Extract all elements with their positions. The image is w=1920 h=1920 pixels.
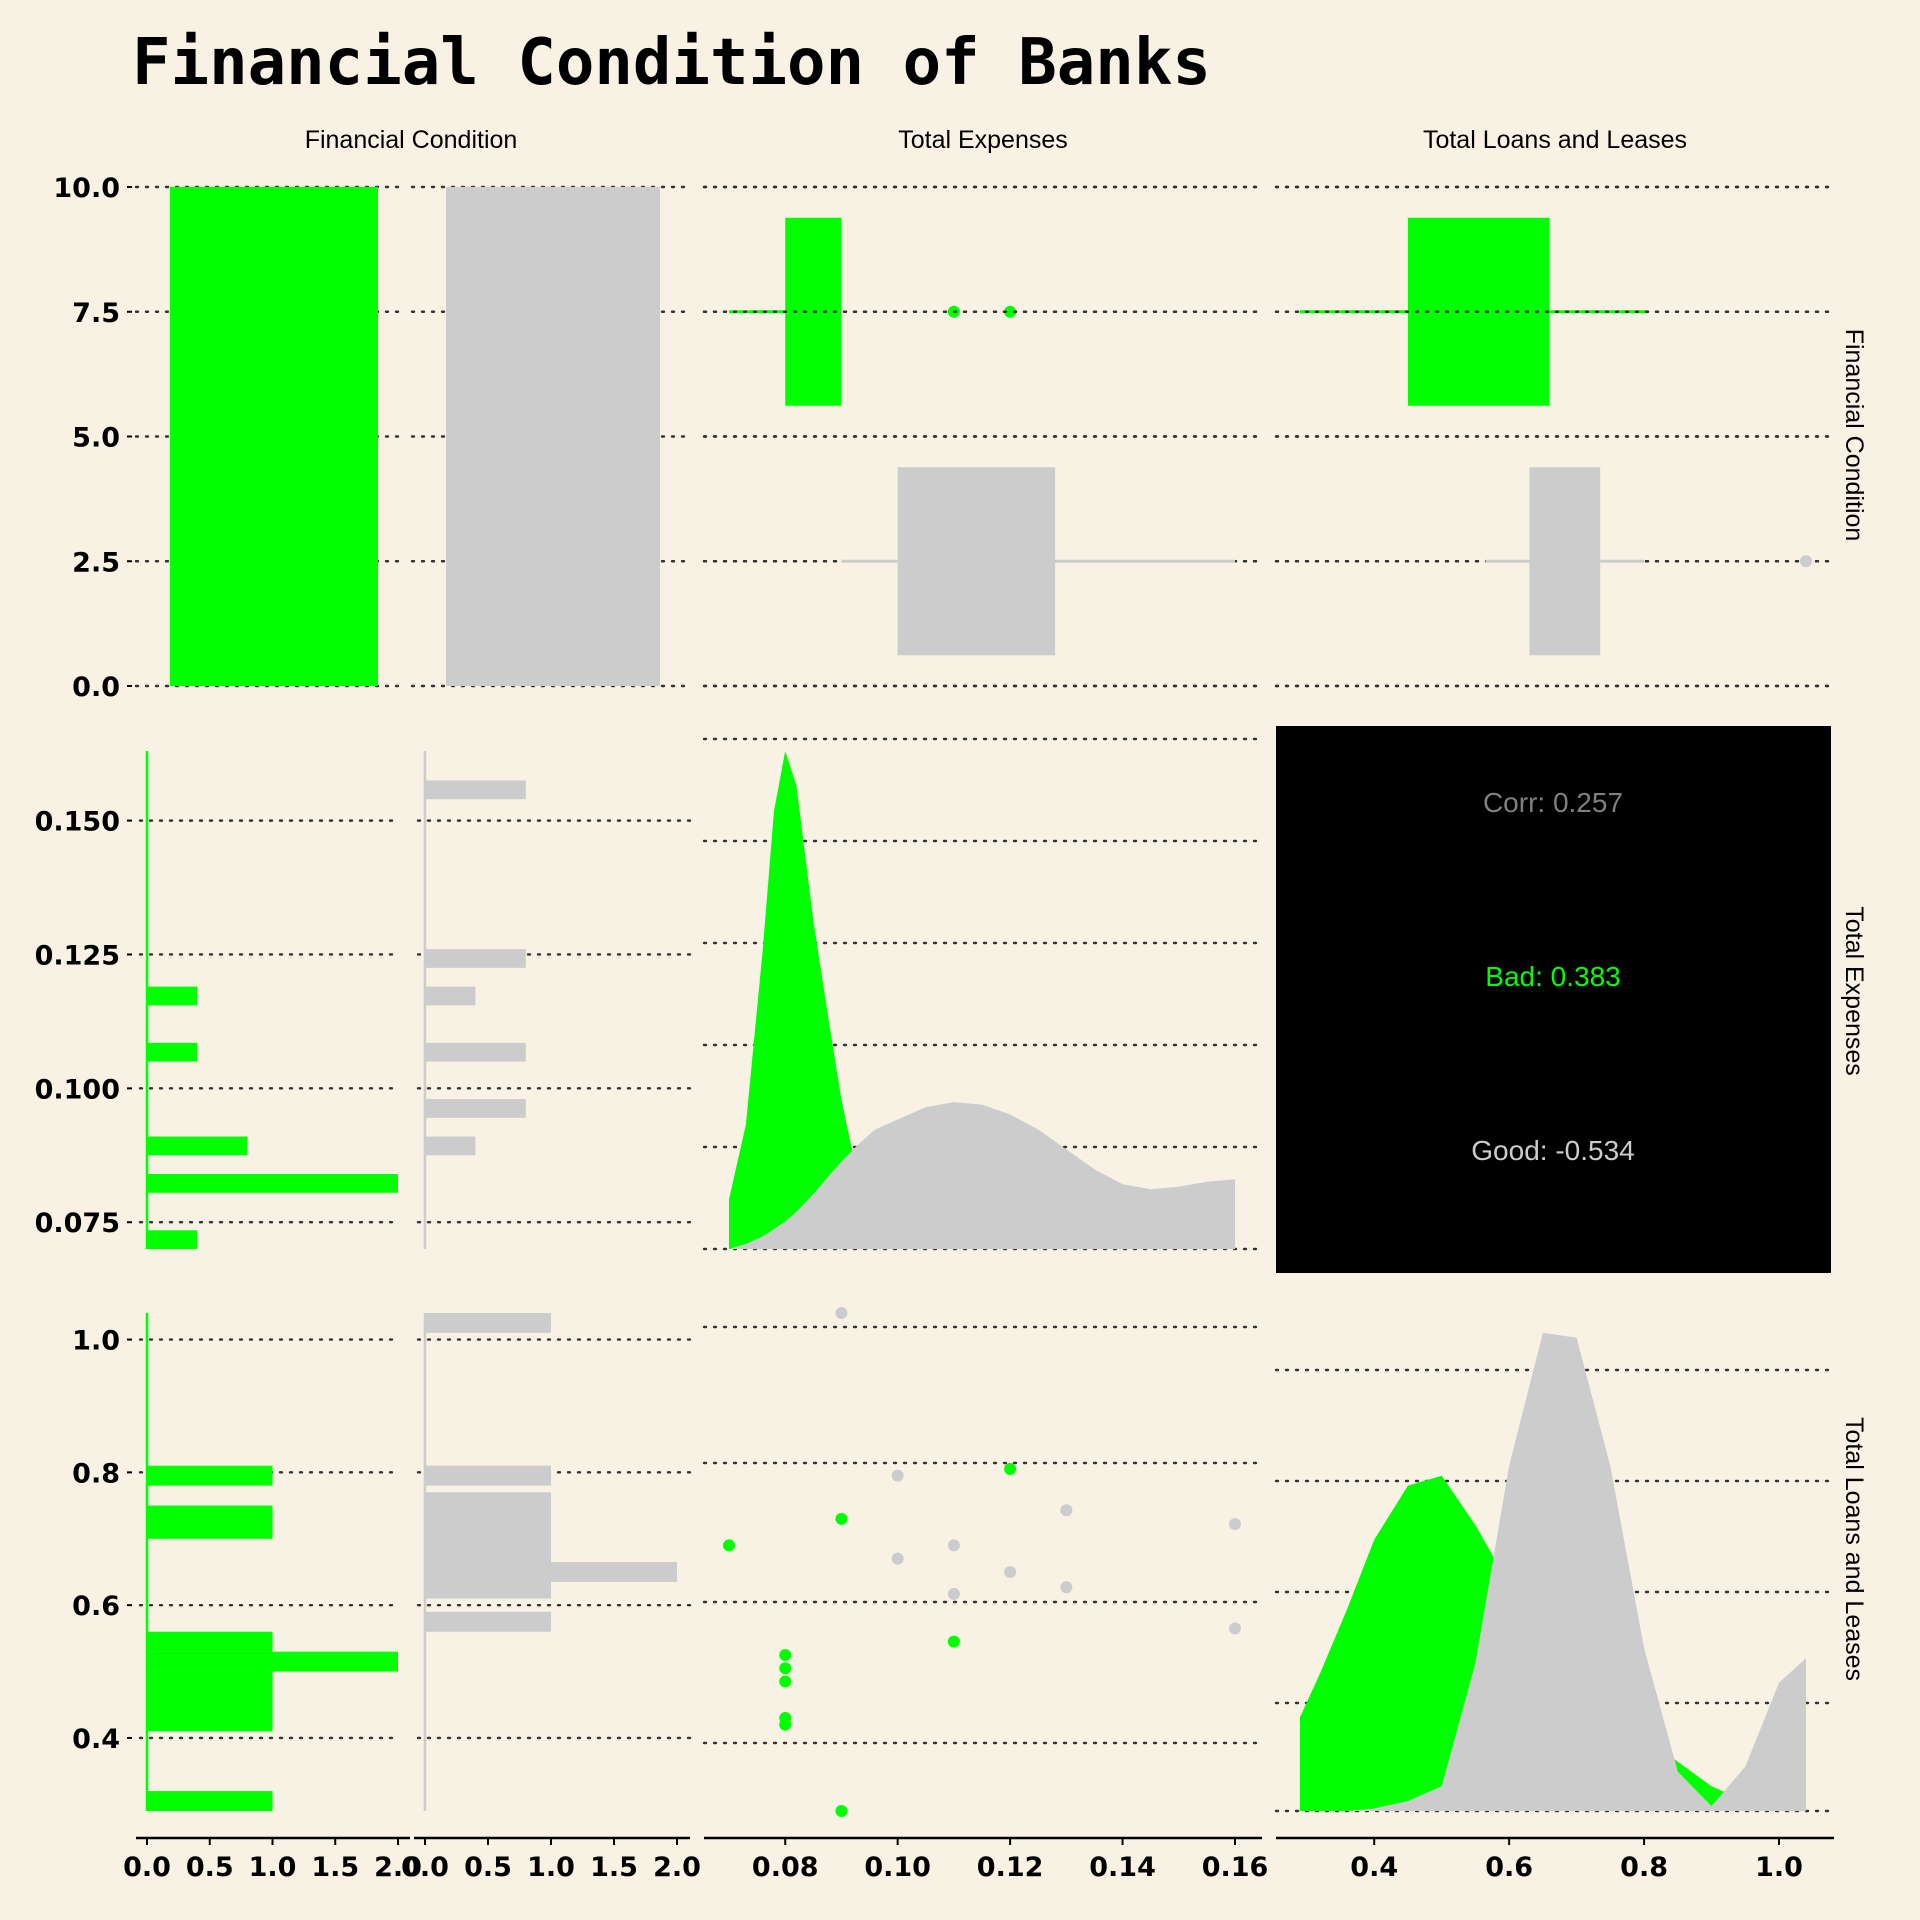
hist-bar-bad [147,1651,398,1672]
x-tick-label: 0.6 [1485,1852,1533,1883]
x-tick-label: 0.14 [1089,1852,1156,1883]
hist-bar-bad [147,1136,248,1156]
scatter-point-bad [947,1635,960,1648]
hist-bar-good [425,1313,551,1333]
hist-bar-good [425,1611,551,1632]
strip-top-label: Total Loans and Leases [1423,126,1687,154]
hist-bar-good [425,780,526,800]
scatter-point-good [835,1307,848,1319]
axes: 0.0 2.5 5.0 7.5 10.0 0.075 0.100 0.125 0.150 0.4 0… [35,173,1834,1883]
scatter-point-good [1229,1622,1241,1635]
scatter-point-bad [835,1512,848,1525]
correlation-panel [1276,726,1831,1273]
hist-bar-bad [147,1671,273,1692]
x-tick-label: 1.5 [590,1852,638,1883]
hist-bar-bad [147,1042,198,1062]
y-tick-label: 0.150 [35,807,120,838]
y-tick-label: 0.100 [35,1074,120,1105]
x-tick-label: 1.0 [527,1852,575,1883]
correlation-good: Good: -0.534 [1471,1135,1634,1166]
hist-bar-good [425,1465,551,1486]
correlation-overall: Corr: 0.257 [1483,787,1623,818]
strip-top-label: Financial Condition [305,126,518,154]
scatter-point-bad [835,1805,848,1817]
x-tick-label: 2.0 [374,1852,422,1883]
hist-bar-good [425,1136,476,1156]
density-expenses-good [729,1102,1235,1249]
hist-bar-good [425,1099,526,1118]
scatter-point-good [1060,1504,1073,1517]
density-loans-good [1300,1332,1806,1811]
y-tick-label: 7.5 [72,298,120,329]
x-tick-label: 0.4 [1350,1852,1398,1883]
density-expenses-bad [729,751,1235,1249]
y-tick-label: 0.4 [72,1724,120,1755]
box-good [897,467,1056,656]
scatter-point-good [1004,1565,1017,1578]
x-tick-label: 1.0 [1755,1852,1803,1883]
x-tick-label: 0.5 [464,1852,512,1883]
x-tick-label: 1.5 [311,1852,359,1883]
hist-bar-good [425,986,476,1006]
strip-top-label: Total Expenses [898,126,1068,154]
bar-good [446,187,660,686]
hist-bar-bad [147,986,198,1006]
y-tick-label: 5.0 [72,423,120,454]
y-tick-label: 1.0 [72,1326,120,1357]
hist-bar-bad [147,1174,398,1193]
y-tick-label: 0.8 [72,1458,120,1489]
scatter-point-good [891,1469,904,1482]
scatter-point-bad [723,1539,735,1552]
hist-bar-good [425,1042,526,1062]
x-tick-label: 0.10 [864,1852,931,1883]
x-tick-label: 0.0 [401,1852,449,1883]
hist-bar-good [425,1562,677,1582]
hist-bar-bad [147,1505,273,1539]
hist-bar-bad [147,1230,198,1249]
hist-bar-bad [147,1631,273,1652]
strip-right-label: Total Loans and Leases [1840,1417,1868,1681]
strip-right-label: Financial Condition [1840,329,1868,542]
y-tick-label: 0.0 [72,672,120,703]
panels: Corr: 0.257 Bad: 0.383 Good: -0.534 [134,185,1836,1817]
x-tick-label: 2.0 [653,1852,701,1883]
x-tick-label: 0.12 [977,1852,1044,1883]
strip-right-label: Total Expenses [1840,906,1868,1076]
y-tick-label: 2.5 [72,547,120,578]
x-tick-label: 1.0 [249,1852,297,1883]
box-outlier-bad [1004,305,1017,318]
y-tick-label: 0.6 [72,1591,120,1622]
scatter-point-bad [779,1662,792,1675]
scatter-point-bad [779,1718,792,1731]
correlation-bad: Bad: 0.383 [1485,961,1620,992]
scatter-point-good [891,1552,904,1565]
x-tick-label: 0.8 [1620,1852,1668,1883]
hist-bar-bad [147,1691,273,1732]
scatter-point-bad [779,1648,792,1661]
hist-bar-good [425,949,526,968]
hist-bar-good [425,1492,551,1562]
x-tick-label: 0.08 [752,1852,819,1883]
box-outlier-good [1800,555,1812,568]
y-tick-label: 10.0 [53,173,120,204]
scatter-point-good [947,1587,960,1600]
y-tick-label: 0.075 [35,1208,120,1239]
box-good [1529,467,1601,656]
scatter-point-good [1229,1518,1241,1531]
scatter-point-good [947,1539,960,1552]
chart-title: Financial Condition of Banks [132,26,1211,100]
strip-labels: Financial Condition Financial Condition To… [305,126,1868,1681]
scatter-point-bad [779,1675,792,1688]
scatter-point-bad [1004,1463,1017,1476]
bar-bad [170,187,378,686]
x-tick-label: 0.16 [1202,1852,1269,1883]
x-tick-label: 0.0 [123,1852,171,1883]
scatter-point-good [1060,1581,1073,1594]
hist-bar-good [425,1581,551,1599]
y-tick-label: 0.125 [35,940,120,971]
x-tick-label: 0.5 [186,1852,234,1883]
hist-bar-bad [147,1465,273,1486]
hist-bar-bad [147,1791,273,1811]
